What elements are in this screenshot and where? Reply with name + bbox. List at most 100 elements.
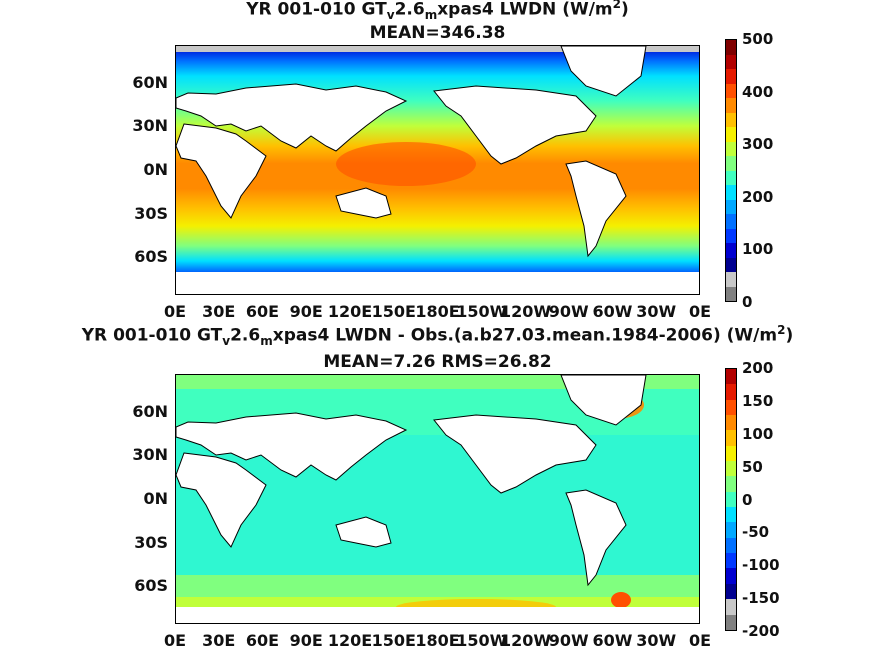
panel1-map-svg [176,46,699,294]
panel1-lon-tick-9: 90W [548,302,589,321]
panel2-lat-30s: 30S [134,533,168,552]
panel1-title-mid: 2.6 [394,0,425,20]
panel2-colorbar-tick: 100 [742,424,774,443]
panel1-colorbar-tick: 200 [742,187,774,206]
panel2-colorbar-segment [726,491,736,508]
panel1-lat-30s: 30S [134,204,168,223]
panel2-colorbar-segment [726,614,736,630]
panel1-colorbar-tick: 400 [742,82,774,101]
panel2-colorbar-segment [726,384,736,400]
panel1-lon-tick-12: 0E [688,302,712,321]
panel2-colorbar-tick: 0 [742,490,753,509]
panel2-lon-tick-10: 60W [592,631,633,650]
panel1-colorbar-segment [726,40,736,55]
panel1-title-post: xpas4 LWDN (W/m [437,0,613,20]
panel2-title-post: xpas4 LWDN - Obs.(a.b27.03.mean.1984-200… [272,325,778,346]
panel1-lon-tick-5: 150E [371,302,416,321]
panel1-colorbar-segment [726,69,736,84]
panel2-lon-tick-0: 0E [163,631,187,650]
panel1-colorbar-segment [726,214,736,229]
panel2-lon-tick-4: 120E [327,631,373,650]
panel2-colorbar-tick: 200 [742,359,774,377]
panel2-colorbar-segment [726,583,736,600]
panel2-colorbar-segment [726,476,736,492]
panel1-lon-tick-6: 180E [415,302,460,321]
panel2-lat-0n: 0N [143,489,168,508]
panel1-colorbar-segment [726,185,736,200]
panel2-lon-tick-3: 90E [289,631,323,650]
panel2-colorbar-segment [726,507,736,523]
panel2-lon-tick-5: 150E [371,631,416,650]
panel1-colorbar-segment [726,156,736,171]
panel2-colorbar-segment [726,568,736,584]
panel1-colorbar-segment [726,141,736,156]
panel1-colorbar-segment [726,199,736,214]
panel2-colorbar-tick: 50 [742,457,763,476]
panel2-lat-60n: 60N [132,402,168,421]
panel2-title-mid: 2.6 [230,325,261,346]
panel2-colorbar-segment [726,430,736,446]
panel1-title-sup: 2 [612,0,621,11]
panel1-lat-60n: 60N [132,73,168,92]
panel1-title-sub1: v [386,8,395,23]
panel2-title-text: YR 001-010 GT [81,325,223,346]
panel2-lon-tick-1: 30E [202,631,236,650]
panel2-colorbar-segment [726,537,736,554]
panel2-title-sup: 2 [777,323,786,337]
panel1-title-text: YR 001-010 GT [246,0,387,20]
panel1-map [175,45,700,295]
panel1-title-sub2: m [424,8,438,23]
panel2-colorbar-tick: -50 [742,523,770,542]
panel1-lon-tick-0: 0E [163,302,187,321]
panel1-lon-tick-8: 120W [500,302,552,321]
panel1-lon-tick-10: 60W [592,302,633,321]
panel2-colorbar-segment [726,461,736,477]
panel2-colorbar-tick: -150 [742,589,780,608]
panel1-title-end: ) [621,0,629,20]
panel1-lat-30n: 30N [132,116,168,135]
panel2-map-svg [176,375,699,623]
panel1-colorbar-segment [726,243,736,258]
panel2-colorbar-segment [726,522,736,538]
panel1-colorbar-segment [726,286,736,301]
panel1-colorbar-segment [726,170,736,185]
panel2-title-sub1: v [222,334,231,349]
panel1-title: YR 001-010 GTv2.6mxpas4 LWDN (W/m2) [0,0,875,25]
panel1-colorbar-segment [726,54,736,69]
panel2-colorbar-segment [726,445,736,462]
panel2-colorbar-segment [726,599,736,615]
panel2-title-end: ) [785,325,794,346]
panel2-title: YR 001-010 GTv2.6mxpas4 LWDN - Obs.(a.b2… [0,320,875,351]
panel1-colorbar-segment [726,83,736,98]
panel2-lon-tick-9: 90W [548,631,589,650]
panel1-colorbar-tick: 500 [742,30,774,48]
panel2-colorbar-segment [726,369,736,385]
panel1-colorbar-segment [726,112,736,127]
panel2-colorbar-segment [726,553,736,569]
panel1-lat-60s: 60S [134,247,168,266]
panel2-colorbar-tick: 150 [742,391,774,410]
panel2-lon-tick-8: 120W [500,631,552,650]
panel1-colorbar-tick: 300 [742,135,774,154]
panel1-lon-tick-4: 120E [327,302,373,321]
panel2-lon-tick-12: 0E [688,631,712,650]
panel1-subtitle: MEAN=346.38 [369,23,506,43]
panel1-colorbar-segment [726,98,736,113]
panel2-colorbar-tick: -200 [742,622,780,640]
panel1-colorbar-tick: 0 [742,293,753,311]
panel1-lon-tick-11: 30W [636,302,677,321]
panel2-lon-tick-11: 30W [636,631,677,650]
panel2-subtitle: MEAN=7.26 RMS=26.82 [323,352,552,372]
panel1-colorbar-segment [726,127,736,142]
panel1-colorbar [725,39,737,302]
panel2-colorbar-tick: -100 [742,556,780,575]
panel2-colorbar-segment [726,415,736,431]
panel2-colorbar [725,368,737,631]
panel1-colorbar-segment [726,228,736,243]
panel2-map [175,374,700,624]
panel1-colorbar-tick: 100 [742,240,774,259]
panel1-lon-tick-7: 150W [456,302,508,321]
panel1-lat-0n: 0N [143,160,168,179]
panel2-lon-tick-7: 150W [456,631,508,650]
panel2-lat-30n: 30N [132,445,168,464]
